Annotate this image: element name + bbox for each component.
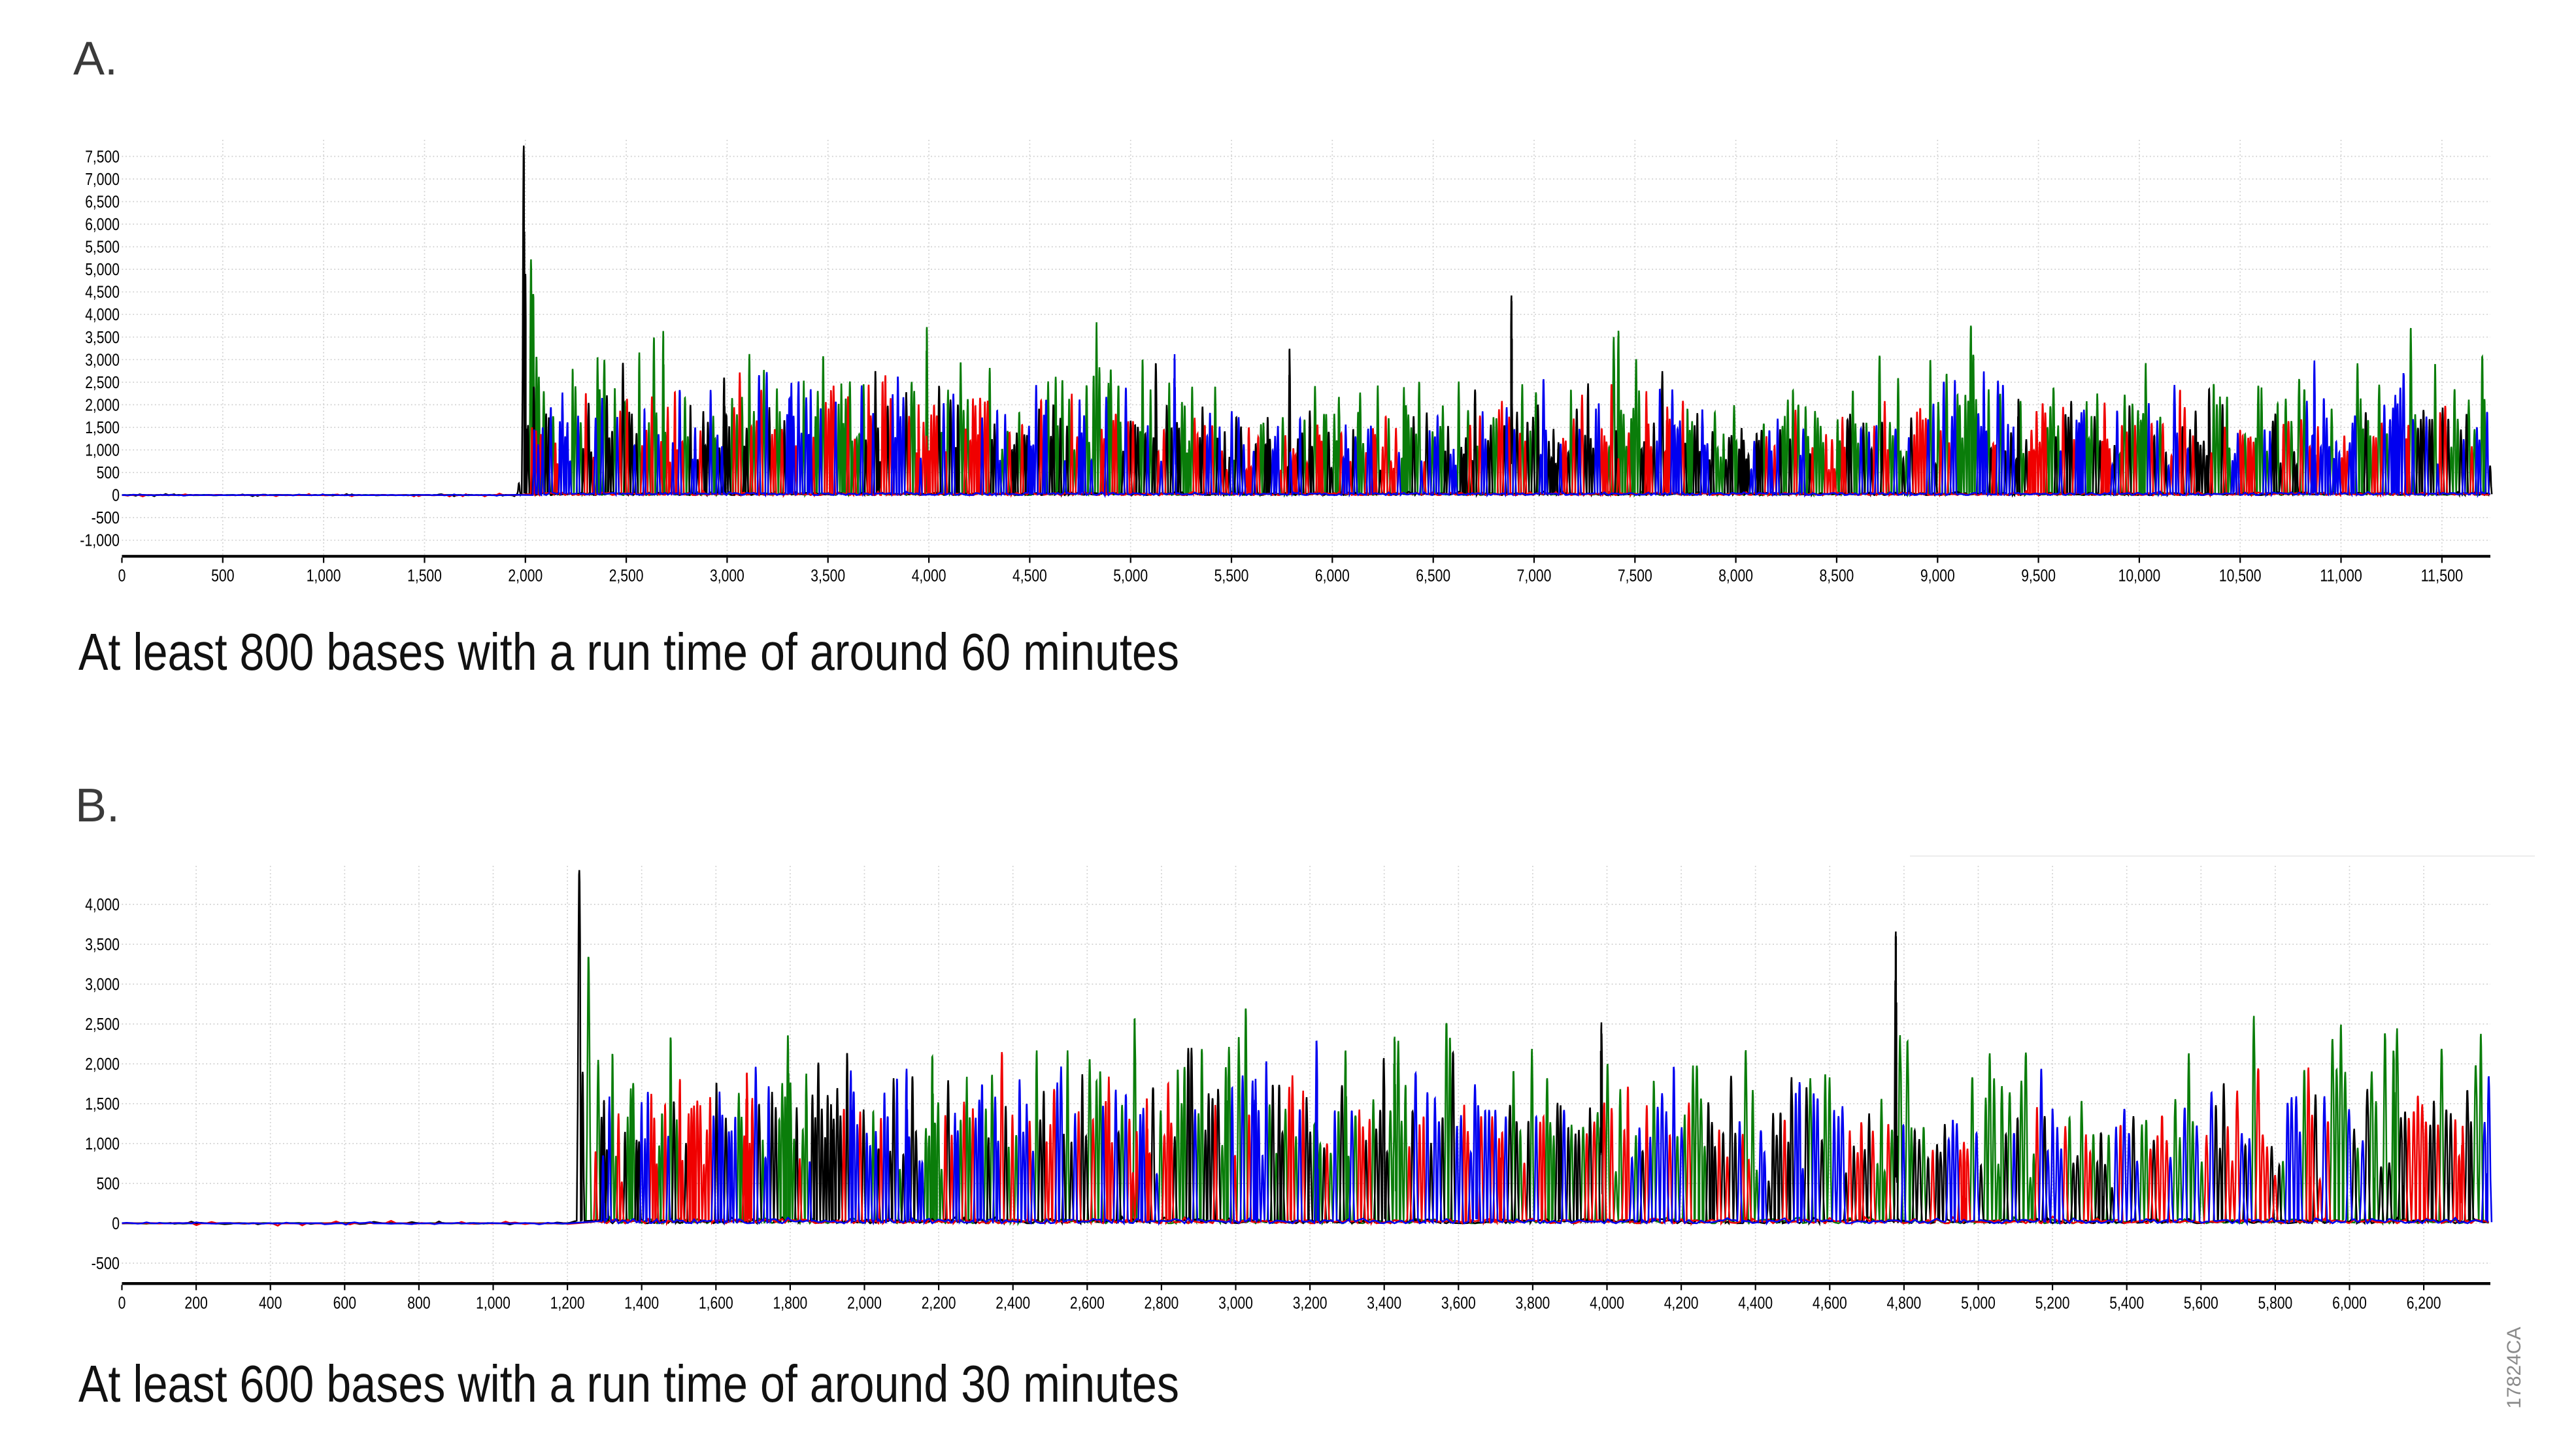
svg-text:1,000: 1,000: [476, 1293, 510, 1313]
svg-text:0: 0: [112, 486, 120, 505]
svg-text:1,200: 1,200: [550, 1293, 585, 1313]
svg-text:9,500: 9,500: [2021, 566, 2056, 586]
svg-text:10,500: 10,500: [2219, 566, 2262, 586]
svg-text:0: 0: [118, 1293, 126, 1313]
svg-text:2,500: 2,500: [85, 372, 120, 392]
svg-text:0: 0: [112, 1213, 120, 1233]
svg-text:1,400: 1,400: [624, 1293, 659, 1313]
svg-text:3,500: 3,500: [85, 327, 120, 347]
svg-text:-500: -500: [92, 1253, 120, 1273]
svg-text:500: 500: [97, 1174, 120, 1193]
svg-text:5,600: 5,600: [2184, 1293, 2218, 1313]
svg-text:1,500: 1,500: [85, 418, 120, 437]
svg-text:3,400: 3,400: [1367, 1293, 1401, 1313]
svg-text:4,200: 4,200: [1664, 1293, 1699, 1313]
svg-text:8,500: 8,500: [1820, 566, 1854, 586]
svg-text:2,000: 2,000: [508, 566, 543, 586]
svg-text:6,500: 6,500: [85, 192, 120, 212]
svg-text:5,400: 5,400: [2109, 1293, 2144, 1313]
svg-text:6,200: 6,200: [2407, 1293, 2441, 1313]
svg-text:400: 400: [259, 1293, 282, 1313]
svg-text:7,000: 7,000: [85, 169, 120, 189]
svg-text:2,000: 2,000: [847, 1293, 882, 1313]
svg-text:800: 800: [407, 1293, 430, 1313]
svg-text:11,000: 11,000: [2320, 566, 2362, 586]
svg-text:10,000: 10,000: [2118, 566, 2161, 586]
svg-text:1,000: 1,000: [85, 1134, 120, 1153]
svg-text:7,500: 7,500: [1618, 566, 1652, 586]
svg-text:4,500: 4,500: [1012, 566, 1047, 586]
svg-text:4,400: 4,400: [1738, 1293, 1773, 1313]
svg-text:5,000: 5,000: [85, 259, 120, 279]
svg-text:4,800: 4,800: [1887, 1293, 1922, 1313]
svg-text:500: 500: [211, 566, 234, 586]
svg-text:1,000: 1,000: [85, 440, 120, 460]
svg-text:7,500: 7,500: [85, 146, 120, 166]
svg-text:6,000: 6,000: [1315, 566, 1350, 586]
svg-text:200: 200: [184, 1293, 207, 1313]
svg-text:5,800: 5,800: [2258, 1293, 2293, 1313]
svg-text:11,500: 11,500: [2421, 566, 2464, 586]
svg-text:8,000: 8,000: [1718, 566, 1753, 586]
svg-text:4,000: 4,000: [85, 895, 120, 914]
svg-text:2,000: 2,000: [85, 1054, 120, 1074]
svg-text:9,000: 9,000: [1920, 566, 1955, 586]
svg-text:3,500: 3,500: [811, 566, 845, 586]
svg-text:3,600: 3,600: [1441, 1293, 1476, 1313]
svg-text:2,000: 2,000: [85, 395, 120, 414]
svg-text:1,600: 1,600: [699, 1293, 733, 1313]
svg-text:3,000: 3,000: [710, 566, 744, 586]
svg-text:6,000: 6,000: [2332, 1293, 2367, 1313]
svg-text:7,000: 7,000: [1517, 566, 1552, 586]
svg-text:4,000: 4,000: [912, 566, 946, 586]
svg-text:1,800: 1,800: [773, 1293, 808, 1313]
svg-text:4,000: 4,000: [1590, 1293, 1624, 1313]
svg-text:At least 600 bases with a run: At least 600 bases with a run time of ar…: [78, 1355, 1179, 1413]
svg-text:4,500: 4,500: [85, 282, 120, 302]
svg-text:2,500: 2,500: [85, 1014, 120, 1034]
svg-text:3,200: 3,200: [1293, 1293, 1328, 1313]
svg-text:5,200: 5,200: [2035, 1293, 2070, 1313]
svg-text:2,500: 2,500: [609, 566, 644, 586]
svg-text:5,000: 5,000: [1113, 566, 1148, 586]
svg-text:2,400: 2,400: [995, 1293, 1030, 1313]
svg-text:A.: A.: [73, 33, 118, 85]
svg-text:500: 500: [97, 463, 120, 482]
svg-text:0: 0: [118, 566, 126, 586]
svg-text:6,000: 6,000: [85, 214, 120, 234]
svg-text:1,500: 1,500: [407, 566, 442, 586]
svg-text:4,000: 4,000: [85, 305, 120, 324]
svg-text:B.: B.: [75, 780, 120, 832]
svg-text:17824CA: 17824CA: [2503, 1327, 2525, 1408]
svg-text:3,000: 3,000: [85, 974, 120, 994]
svg-text:1,500: 1,500: [85, 1094, 120, 1114]
svg-text:5,500: 5,500: [1214, 566, 1249, 586]
svg-text:4,600: 4,600: [1813, 1293, 1847, 1313]
svg-text:5,000: 5,000: [1961, 1293, 1996, 1313]
svg-text:3,500: 3,500: [85, 934, 120, 954]
svg-text:3,000: 3,000: [85, 350, 120, 369]
svg-text:At least 800 bases with a run: At least 800 bases with a run time of ar…: [78, 623, 1179, 681]
svg-text:1,000: 1,000: [307, 566, 341, 586]
svg-text:600: 600: [333, 1293, 356, 1313]
svg-text:-500: -500: [92, 508, 120, 527]
svg-text:3,000: 3,000: [1218, 1293, 1253, 1313]
svg-text:3,800: 3,800: [1516, 1293, 1550, 1313]
svg-text:2,800: 2,800: [1145, 1293, 1179, 1313]
svg-text:5,500: 5,500: [85, 237, 120, 257]
svg-text:2,200: 2,200: [922, 1293, 956, 1313]
svg-text:-1,000: -1,000: [80, 531, 120, 550]
svg-text:2,600: 2,600: [1070, 1293, 1105, 1313]
svg-text:6,500: 6,500: [1416, 566, 1450, 586]
